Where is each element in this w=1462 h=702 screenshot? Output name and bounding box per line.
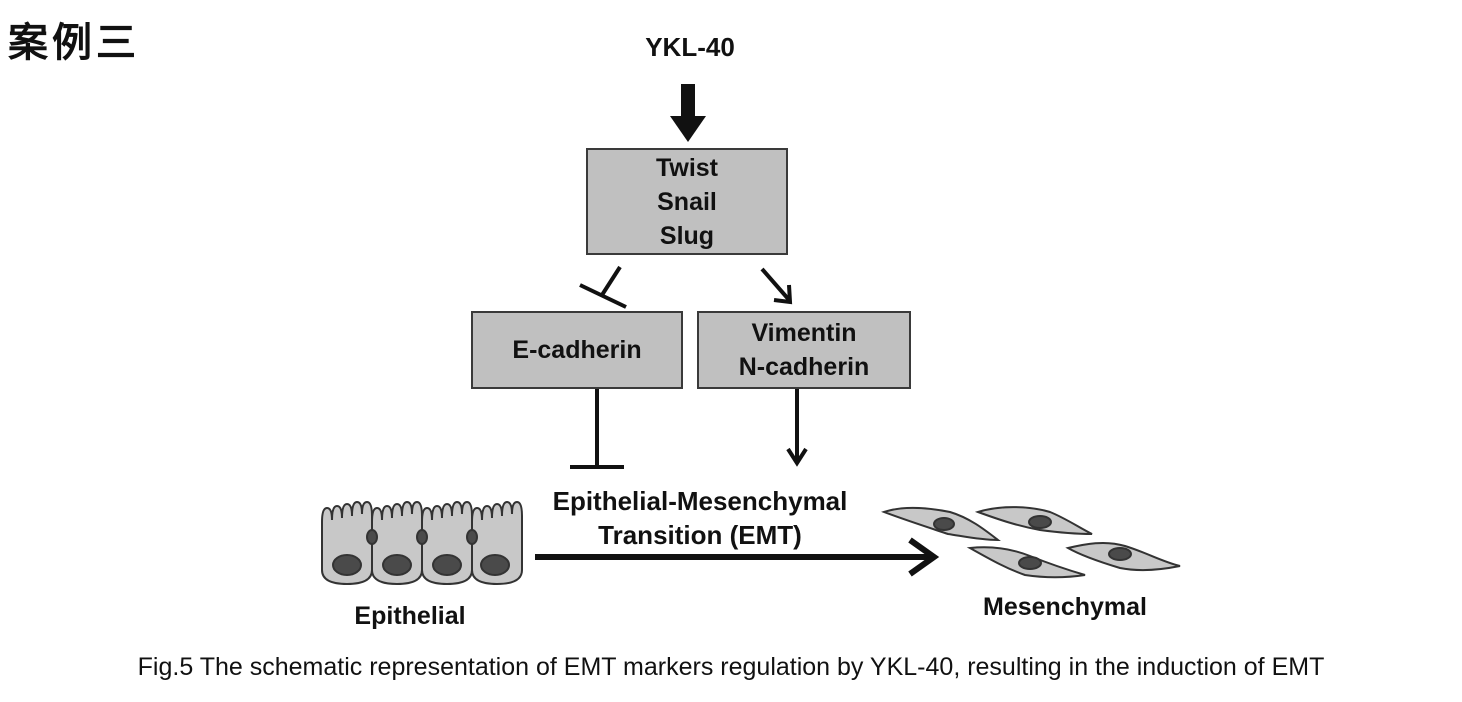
- mesenchymal-cell: [966, 546, 1086, 579]
- activation-arrow-ykl40: [670, 84, 706, 142]
- tf-twist: Twist: [655, 153, 719, 182]
- activation-arrow-emt: [786, 389, 808, 467]
- epithelial-cell: [321, 500, 373, 586]
- epithelial-cells-icon: [321, 500, 523, 586]
- e-cadherin-box: E-cadherin: [471, 311, 683, 389]
- emt-label-line1: Epithelial-Mesenchymal: [552, 486, 848, 516]
- n-cadherin-label: N-cadherin: [738, 353, 870, 381]
- emt-label-line2: Transition (EMT): [598, 520, 802, 550]
- mesenchymal-cell: [1065, 541, 1181, 572]
- inhibition-arrow-emt: [570, 389, 624, 469]
- epithelial-label: Epithelial: [354, 602, 466, 630]
- mesenchymal-cell: [881, 506, 1001, 542]
- case-heading: 案例三: [8, 19, 140, 66]
- ykl40-label: YKL-40: [645, 32, 735, 62]
- epithelial-cell: [421, 500, 473, 586]
- epithelial-cell: [371, 500, 423, 586]
- figure-caption: Fig.5 The schematic representation of EM…: [137, 653, 1325, 681]
- mesenchymal-cells-icon: [881, 506, 1181, 579]
- mesenchymal-label: Mesenchymal: [983, 593, 1147, 621]
- tf-snail: Snail: [657, 187, 717, 216]
- transcription-factor-box: Twist Snail Slug: [586, 148, 788, 255]
- vimentin-label: Vimentin: [751, 319, 857, 347]
- mesenchymal-markers-box: Vimentin N-cadherin: [697, 311, 911, 389]
- emt-transition-arrow: [535, 537, 940, 577]
- tf-slug: Slug: [659, 221, 715, 250]
- emt-process-label: Epithelial-Mesenchymal Transition (EMT): [520, 484, 880, 552]
- inhibition-arrow-ecadherin: [579, 265, 627, 309]
- e-cadherin-label: E-cadherin: [512, 336, 642, 364]
- activation-arrow-vimentin: [760, 267, 793, 305]
- mesenchymal-cell: [974, 506, 1093, 535]
- epithelial-cell: [471, 500, 523, 586]
